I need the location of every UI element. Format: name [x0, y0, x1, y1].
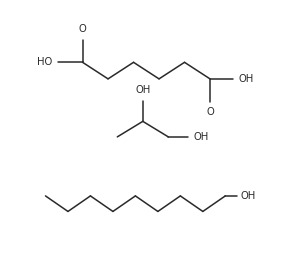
Text: O: O	[79, 24, 86, 34]
Text: O: O	[206, 108, 214, 118]
Text: OH: OH	[239, 74, 254, 84]
Text: OH: OH	[194, 132, 209, 142]
Text: OH: OH	[135, 86, 150, 95]
Text: HO: HO	[37, 57, 52, 67]
Text: OH: OH	[240, 191, 256, 201]
